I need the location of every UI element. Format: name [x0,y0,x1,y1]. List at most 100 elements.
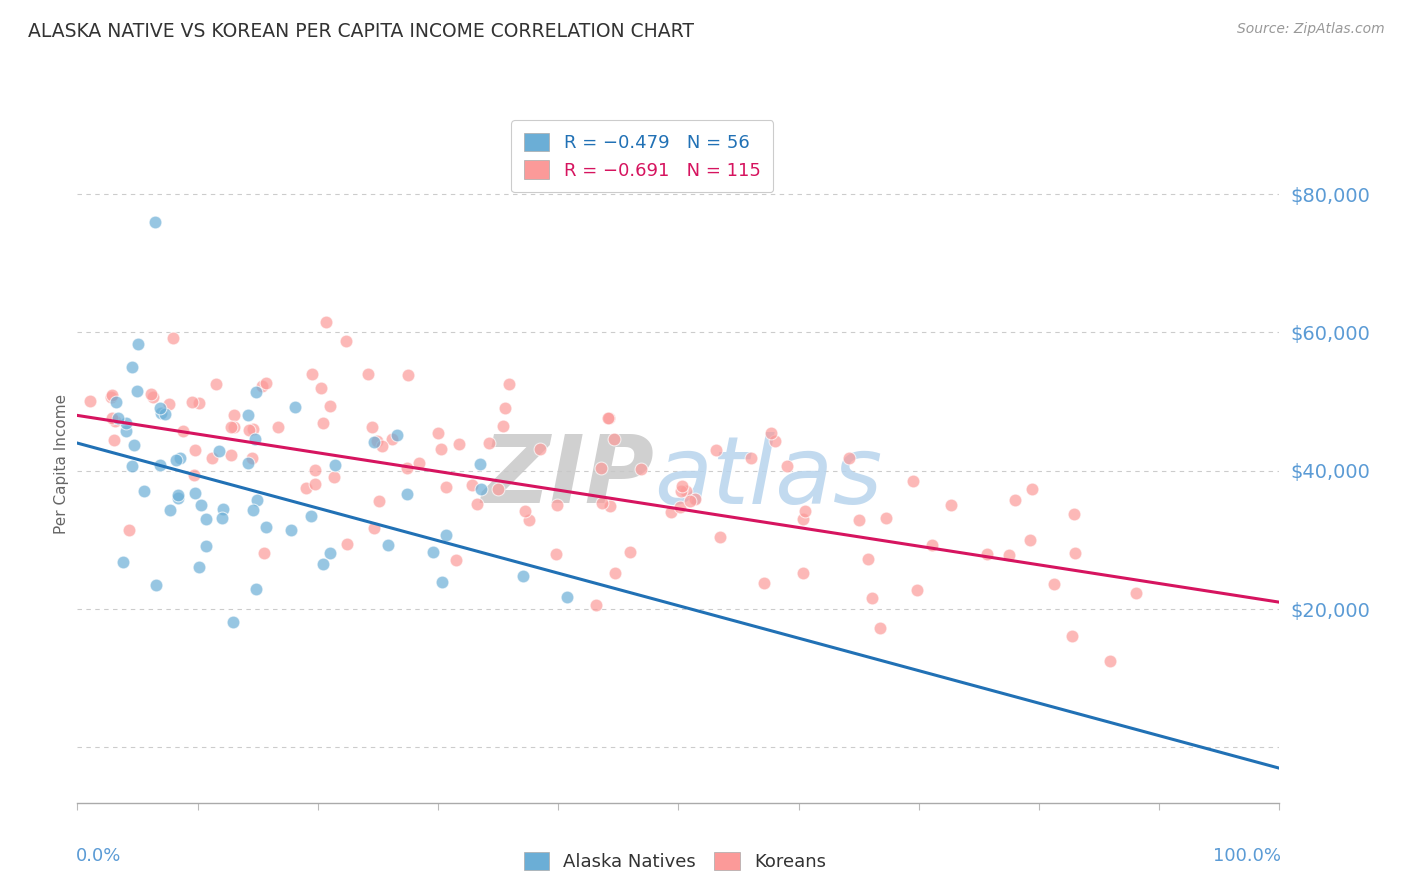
Point [245,384,267,399]
Point [201,451,224,466]
Point [361,419,384,434]
Point [322,470,344,484]
Point [432,574,454,589]
Point [875,511,897,525]
Point [173,424,195,438]
Point [603,432,626,446]
Point [304,463,326,477]
Point [630,462,652,476]
Point [599,500,621,514]
Point [591,460,613,475]
Point [486,482,509,496]
Text: 0.0%: 0.0% [76,847,121,865]
Point [312,557,335,571]
Point [704,443,727,458]
Point [434,528,457,542]
Point [793,504,815,518]
Point [149,401,172,415]
Point [208,444,231,458]
Point [188,396,211,410]
Point [267,420,290,434]
Point [145,577,167,591]
Point [860,591,883,605]
Point [211,501,233,516]
Point [591,496,613,510]
Point [669,500,692,514]
Point [998,548,1021,562]
Point [370,439,392,453]
Point [683,491,706,506]
Point [79,394,101,409]
Point [901,474,924,488]
Point [519,513,541,527]
Point [363,435,385,450]
Point [299,509,322,524]
Point [242,502,264,516]
Point [190,498,212,512]
Point [254,520,277,534]
Point [127,384,149,399]
Point [669,483,692,498]
Text: Source: ZipAtlas.com: Source: ZipAtlas.com [1237,22,1385,37]
Point [856,552,879,566]
Point [740,450,762,465]
Point [377,538,399,552]
Point [149,458,172,472]
Point [222,409,245,423]
Point [792,566,814,581]
Point [1062,629,1084,643]
Text: 100.0%: 100.0% [1212,847,1281,865]
Point [603,566,626,580]
Point [315,315,337,329]
Point [675,484,697,499]
Point [976,547,998,561]
Point [468,457,491,471]
Point [671,479,693,493]
Point [478,435,501,450]
Point [101,410,124,425]
Point [513,504,536,518]
Point [150,406,173,420]
Point [112,555,135,569]
Point [678,494,700,508]
Text: atlas: atlas [654,432,883,523]
Point [243,432,266,446]
Point [183,467,205,482]
Point [219,420,242,434]
Point [395,460,418,475]
Point [430,442,453,457]
Point [124,438,146,452]
Point [127,336,149,351]
Point [252,379,274,393]
Point [103,433,125,447]
Point [546,499,568,513]
Point [366,434,388,449]
Point [381,432,404,446]
Point [246,493,269,508]
Point [1018,533,1040,547]
Point [118,523,141,537]
Point [319,546,342,560]
Point [385,428,408,442]
Point [114,416,136,430]
Point [363,521,385,535]
Point [598,410,620,425]
Point [838,451,860,466]
Point [1043,576,1066,591]
Point [460,478,482,492]
Point [222,615,245,630]
Point [162,331,184,345]
Point [169,450,191,465]
Point [596,411,619,425]
Point [776,458,799,473]
Point [312,416,335,430]
Point [470,482,492,496]
Point [142,390,165,404]
Point [159,503,181,517]
Point [253,546,276,560]
Point [145,215,167,229]
Legend: Alaska Natives, Koreans: Alaska Natives, Koreans [516,845,834,879]
Point [245,582,267,597]
Point [195,539,218,553]
Point [367,494,389,508]
